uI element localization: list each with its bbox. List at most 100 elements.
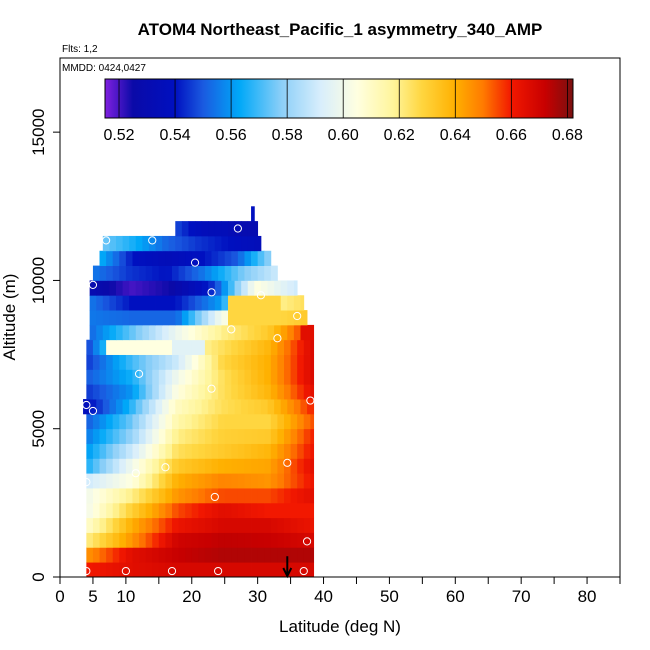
heatmap-cell [241, 221, 249, 237]
heatmap-cell [178, 488, 186, 504]
heatmap-cell [178, 532, 186, 548]
heatmap-cell [310, 443, 315, 459]
heatmap-cell [116, 310, 123, 326]
heatmap-cell [264, 369, 272, 385]
heatmap-cell [162, 324, 170, 341]
heatmap-cell [231, 502, 239, 519]
heatmap-cell [270, 473, 278, 489]
heatmap-cell [198, 339, 206, 355]
heatmap-cell [251, 502, 259, 519]
heatmap-cell [198, 384, 206, 400]
heatmap-cell [251, 354, 259, 370]
heatmap-cell [211, 413, 219, 430]
heatmap-cell [218, 369, 226, 385]
heatmap-cell [284, 473, 291, 489]
heatmap-cell [145, 488, 153, 504]
heatmap-cell [99, 517, 107, 533]
heatmap-cell [198, 547, 206, 563]
heatmap-cell [297, 517, 305, 533]
heatmap-cell [109, 399, 117, 415]
heatmap-cell [228, 221, 235, 237]
heatmap-cell [264, 339, 272, 355]
heatmap-cell [168, 295, 176, 311]
heatmap-cell [214, 221, 222, 237]
heatmap-cell [129, 295, 137, 311]
heatmap-cell [218, 428, 226, 444]
heatmap-cell [267, 310, 275, 326]
heatmap-cell [290, 339, 298, 355]
heatmap-cell [158, 473, 166, 489]
heatmap-cell [234, 324, 242, 341]
heatmap-cell [251, 250, 259, 266]
heatmap-cell [181, 221, 189, 237]
heatmap-cell [224, 443, 232, 459]
heatmap-cell [99, 250, 107, 266]
heatmap-cell [218, 473, 226, 489]
heatmap-cell [310, 339, 315, 355]
heatmap-cell [132, 339, 140, 355]
heatmap-cell [224, 488, 232, 504]
heatmap-cell [106, 354, 114, 370]
heatmap-cell [135, 280, 143, 296]
heatmap-cell [145, 562, 153, 578]
heatmap-cell [277, 428, 285, 444]
heatmap-cell [310, 488, 315, 504]
heatmap-cell [277, 488, 285, 504]
sample-circle [293, 311, 302, 321]
heatmap-cell [290, 502, 298, 519]
heatmap-cell [99, 458, 107, 474]
heatmap-cell [204, 413, 212, 430]
heatmap-cell [303, 339, 311, 355]
heatmap-cell [211, 547, 219, 563]
heatmap-cell [135, 399, 143, 415]
heatmap-cell [297, 354, 305, 370]
heatmap-cell [109, 324, 117, 341]
colorbar-tick-label: 0.52 [103, 127, 134, 144]
heatmap-cell [224, 517, 232, 533]
heatmap-cell [181, 310, 189, 326]
heatmap-cell [290, 369, 298, 385]
x-axis-label: Latitude (deg N) [279, 617, 401, 636]
heatmap-cell [185, 265, 193, 281]
heatmap-cell [185, 354, 193, 370]
heatmap-cell [303, 369, 311, 385]
heatmap-cell [277, 458, 285, 474]
heatmap-cell [293, 280, 298, 296]
heatmap-cell [244, 384, 252, 400]
heatmap-cell [310, 562, 315, 578]
heatmap-cell [165, 443, 173, 459]
heatmap-cell [310, 384, 315, 400]
heatmap-cell [264, 250, 272, 266]
heatmap-cell [201, 235, 209, 252]
heatmap-cell [244, 265, 252, 281]
heatmap-cell [165, 413, 173, 430]
heatmap-cell [237, 502, 245, 519]
heatmap-cell [260, 295, 268, 311]
heatmap-cell [277, 547, 285, 563]
y-tick-label: 5000 [29, 410, 48, 448]
heatmap-cell [178, 562, 186, 578]
heatmap-cell [237, 265, 245, 281]
heatmap-cell [132, 265, 140, 281]
heatmap-cell [135, 235, 143, 252]
heatmap-cell [112, 413, 120, 430]
heatmap-cell [112, 250, 120, 266]
heatmap-cell [257, 502, 265, 519]
heatmap-cell [116, 324, 123, 341]
heatmap-cell [181, 235, 189, 252]
heatmap-cell [244, 562, 252, 578]
heatmap-cell [132, 547, 140, 563]
heatmap-cell [218, 413, 226, 430]
heatmap-cell [139, 488, 147, 504]
heatmap-cell [106, 532, 114, 548]
heatmap-cell [112, 339, 120, 355]
sample-circle [148, 236, 157, 245]
heatmap-cell [158, 369, 166, 385]
heatmap-cell [290, 517, 298, 533]
heatmap-cell [254, 310, 262, 326]
heatmap-cell [231, 488, 239, 504]
heatmap-cell [237, 369, 245, 385]
heatmap-cell [86, 458, 94, 474]
heatmap-cell [218, 384, 226, 400]
heatmap-cell [178, 354, 186, 370]
